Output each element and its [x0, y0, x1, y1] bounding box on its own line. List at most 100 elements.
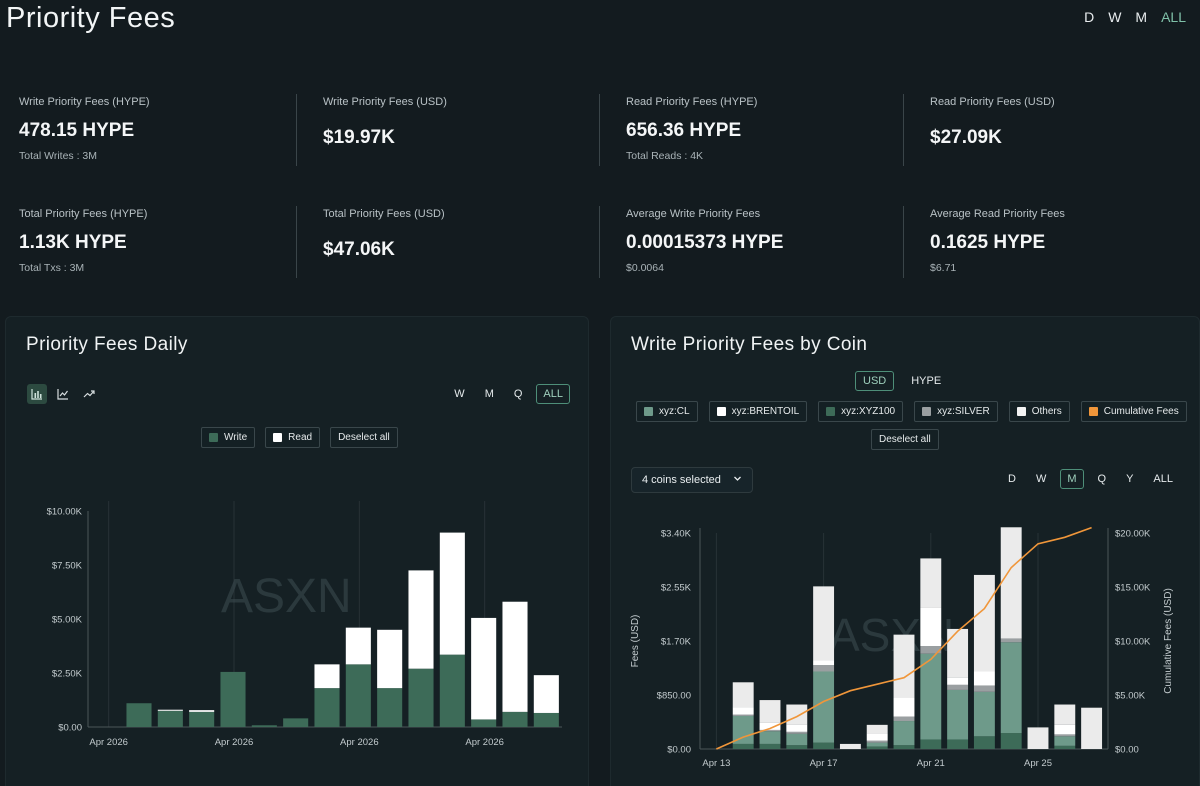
stat-value: 478.15 HYPE: [19, 120, 135, 141]
bar-xyz-silver: [759, 729, 781, 732]
tab-q[interactable]: Q: [513, 388, 523, 400]
y-tick-label: $2.55K: [661, 583, 692, 594]
tab-w[interactable]: W: [454, 388, 465, 400]
tab-q[interactable]: Q: [1097, 473, 1107, 485]
legend-item-brentoil[interactable]: xyz:BRENTOIL: [708, 401, 808, 422]
deselect-all-button[interactable]: Deselect all: [330, 427, 398, 448]
bar-xyz-xyz100: [813, 742, 835, 749]
tab-y[interactable]: Y: [1126, 473, 1134, 485]
tab-m[interactable]: M: [1060, 469, 1084, 489]
bar-write: [220, 671, 246, 727]
stat-write-fees-hype: Write Priority Fees (HYPE) 478.15 HYPE T…: [19, 96, 299, 186]
bar-write: [533, 712, 559, 727]
tab-d[interactable]: D: [1008, 473, 1016, 485]
bar-xyz-silver: [866, 740, 888, 743]
stat-value: 656.36 HYPE: [626, 120, 742, 141]
x-tick-label: Apr 2026: [215, 737, 254, 748]
bar-others: [813, 586, 835, 661]
currency-toggle: USD HYPE: [855, 371, 948, 391]
bar-write: [471, 719, 497, 727]
bar-xyz-silver: [973, 685, 995, 692]
range-tab-w[interactable]: W: [1108, 9, 1122, 25]
bar-xyz-brentoil: [866, 733, 888, 741]
legend-item-cl[interactable]: xyz:CL: [636, 401, 698, 422]
bar-others: [947, 628, 969, 678]
stat-separator: [296, 206, 297, 278]
bar-xyz-silver: [893, 716, 915, 722]
legend-label: Read: [288, 432, 313, 443]
stat-sub: Total Writes : 3M: [19, 150, 97, 162]
legend-item-cumulative[interactable]: Cumulative Fees: [1080, 401, 1187, 422]
x-tick-label: Apr 2026: [89, 737, 128, 748]
stat-separator: [599, 206, 600, 278]
bar-xyz-silver: [1054, 734, 1076, 737]
stat-value: 1.13K HYPE: [19, 232, 127, 253]
stat-label: Total Priority Fees (HYPE): [19, 208, 148, 220]
tab-m[interactable]: M: [484, 388, 494, 400]
panel-title: Priority Fees Daily: [26, 334, 188, 355]
coin-select-dropdown[interactable]: 4 coins selected: [631, 467, 753, 493]
bar-xyz-xyz100: [973, 736, 995, 749]
tab-all[interactable]: ALL: [1153, 473, 1173, 485]
y-axis-label: Fees (USD): [630, 615, 641, 668]
legend-item-xyz100[interactable]: xyz:XYZ100: [818, 401, 904, 422]
stat-label: Total Priority Fees (USD): [323, 208, 445, 220]
coin-legend: xyz:CL xyz:BRENTOIL xyz:XYZ100 xyz:SILVE…: [636, 401, 1187, 422]
bar-write: [157, 710, 183, 727]
left-chart: Apr 2026 Apr 2026 Apr 2026 Apr 2026 $0.00 $2.…: [47, 501, 562, 748]
bar-others: [973, 574, 995, 672]
page-title: Priority Fees: [6, 2, 176, 34]
bar-xyz-silver: [1000, 638, 1022, 643]
legend-item-read[interactable]: Read: [265, 427, 321, 448]
bar-read: [345, 627, 371, 665]
y-tick-label: $10.00K: [47, 507, 83, 518]
x-tick-label: Apr 2026: [465, 737, 504, 748]
bar-xyz-cl: [1054, 736, 1076, 746]
bar-chart-icon[interactable]: [27, 384, 47, 404]
stat-label: Read Priority Fees (USD): [930, 96, 1055, 108]
stat-read-fees-hype: Read Priority Fees (HYPE) 656.36 HYPE To…: [626, 96, 906, 186]
bar-xyz-xyz100: [947, 739, 969, 749]
left-legend: Write Read Deselect all: [201, 427, 398, 448]
y2-tick-label: $0.00: [1115, 745, 1139, 756]
bar-read: [189, 710, 215, 712]
bar-xyz-brentoil: [947, 677, 969, 685]
bar-xyz-xyz100: [893, 745, 915, 749]
bar-others: [893, 634, 915, 698]
bar-xyz-xyz100: [786, 745, 808, 749]
stat-label: Write Priority Fees (USD): [323, 96, 447, 108]
range-tab-all[interactable]: ALL: [1161, 9, 1186, 25]
stat-separator: [296, 94, 297, 166]
deselect-all-button[interactable]: Deselect all: [871, 429, 939, 450]
range-tab-d[interactable]: D: [1084, 9, 1095, 25]
stat-avg-read-fees: Average Read Priority Fees 0.1625 HYPE $…: [930, 208, 1200, 298]
y2-tick-label: $5.00K: [1115, 691, 1146, 702]
stat-sub: $0.0064: [626, 262, 664, 274]
trend-icon[interactable]: [79, 384, 99, 404]
stat-total-fees-hype: Total Priority Fees (HYPE) 1.13K HYPE To…: [19, 208, 299, 298]
bar-xyz-cl: [732, 715, 754, 744]
bar-read: [314, 664, 340, 689]
legend-label: Others: [1031, 406, 1062, 417]
tab-all[interactable]: ALL: [536, 384, 570, 404]
currency-hype[interactable]: HYPE: [911, 375, 942, 387]
legend-item-silver[interactable]: xyz:SILVER: [914, 401, 998, 422]
currency-usd[interactable]: USD: [855, 371, 895, 391]
stats-grid: Write Priority Fees (HYPE) 478.15 HYPE T…: [0, 80, 1200, 295]
bar-read: [502, 601, 528, 712]
panel-title: Write Priority Fees by Coin: [631, 334, 868, 355]
range-tab-m[interactable]: M: [1135, 9, 1148, 25]
bar-xyz-cl: [947, 689, 969, 740]
bar-read: [439, 532, 465, 655]
bar-xyz-cl: [866, 742, 888, 747]
stat-separator: [903, 94, 904, 166]
stat-sub: Total Txs : 3M: [19, 262, 85, 274]
stat-sub: Total Reads : 4K: [626, 150, 704, 162]
legend-item-write[interactable]: Write: [201, 427, 256, 448]
tab-w[interactable]: W: [1035, 473, 1047, 485]
stat-label: Read Priority Fees (HYPE): [626, 96, 758, 108]
stat-total-fees-usd: Total Priority Fees (USD) $47.06K: [323, 208, 603, 298]
legend-item-others[interactable]: Others: [1008, 401, 1070, 422]
line-chart-icon[interactable]: [53, 384, 73, 404]
legend-label: xyz:SILVER: [937, 406, 990, 417]
